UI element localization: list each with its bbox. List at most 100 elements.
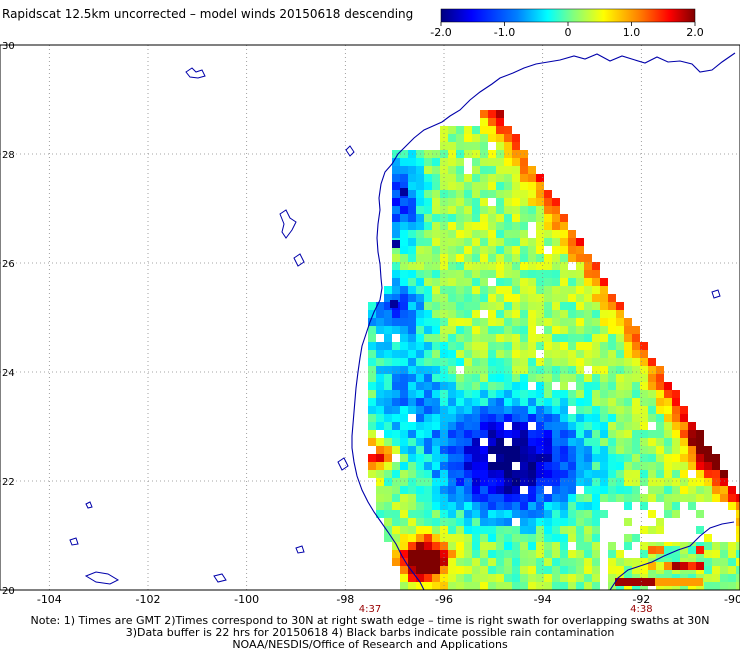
wind-cell xyxy=(368,358,376,366)
wind-cell xyxy=(496,406,504,414)
wind-cell xyxy=(560,582,568,590)
wind-cell xyxy=(384,462,392,470)
wind-cell xyxy=(512,158,520,166)
wind-cell xyxy=(472,510,480,518)
wind-cell xyxy=(408,222,416,230)
wind-cell xyxy=(584,574,592,582)
wind-cell xyxy=(472,566,480,574)
wind-cell xyxy=(512,318,520,326)
wind-cell xyxy=(456,334,464,342)
wind-cell xyxy=(392,206,400,214)
wind-cell xyxy=(384,470,392,478)
wind-cell xyxy=(512,270,520,278)
wind-cell xyxy=(672,454,680,462)
wind-cell xyxy=(560,278,568,286)
wind-cell xyxy=(552,206,560,214)
wind-cell xyxy=(512,374,520,382)
wind-cell xyxy=(528,510,536,518)
wind-cell xyxy=(472,454,480,462)
wind-cell xyxy=(576,422,584,430)
wind-cell xyxy=(424,206,432,214)
wind-cell xyxy=(416,206,424,214)
wind-cell xyxy=(536,198,544,206)
wind-cell xyxy=(480,422,488,430)
wind-cell xyxy=(400,582,408,590)
wind-cell xyxy=(600,398,608,406)
wind-cell xyxy=(616,406,624,414)
wind-cell xyxy=(504,406,512,414)
wind-cell xyxy=(704,446,712,454)
wind-cell xyxy=(560,246,568,254)
wind-cell xyxy=(536,278,544,286)
wind-cell xyxy=(504,558,512,566)
wind-cell xyxy=(728,550,736,558)
wind-cell xyxy=(704,534,712,542)
colorbar-tick-label: 1.0 xyxy=(623,26,641,39)
wind-cell xyxy=(392,422,400,430)
wind-cell xyxy=(656,526,664,534)
wind-cell xyxy=(456,310,464,318)
wind-cell xyxy=(456,358,464,366)
wind-cell xyxy=(400,558,408,566)
wind-cell xyxy=(408,502,416,510)
wind-cell xyxy=(400,430,408,438)
wind-cell xyxy=(712,486,720,494)
wind-cell xyxy=(400,422,408,430)
wind-cell xyxy=(392,446,400,454)
wind-cell xyxy=(672,502,680,510)
wind-cell xyxy=(392,486,400,494)
wind-cell xyxy=(520,390,528,398)
wind-cell xyxy=(432,374,440,382)
wind-cell xyxy=(520,382,528,390)
wind-cell xyxy=(576,494,584,502)
wind-cell xyxy=(704,494,712,502)
wind-cell xyxy=(392,558,400,566)
wind-cell xyxy=(472,214,480,222)
wind-cell xyxy=(640,382,648,390)
wind-cell xyxy=(472,422,480,430)
inland-lake-3 xyxy=(293,253,305,267)
wind-cell xyxy=(376,470,384,478)
wind-cell xyxy=(592,366,600,374)
wind-cell xyxy=(720,542,728,550)
wind-cell xyxy=(560,286,568,294)
wind-cell xyxy=(392,350,400,358)
wind-cell xyxy=(464,478,472,486)
wind-cell xyxy=(408,254,416,262)
wind-cell xyxy=(472,230,480,238)
wind-cell xyxy=(624,438,632,446)
wind-cell xyxy=(416,558,424,566)
wind-cell xyxy=(656,486,664,494)
wind-cell xyxy=(488,190,496,198)
wind-cell xyxy=(568,446,576,454)
wind-cell xyxy=(416,582,424,590)
wind-cell xyxy=(464,390,472,398)
wind-cell xyxy=(672,462,680,470)
wind-cell xyxy=(448,406,456,414)
wind-cell xyxy=(408,542,416,550)
wind-cell xyxy=(592,326,600,334)
wind-cell xyxy=(656,454,664,462)
wind-cell xyxy=(472,430,480,438)
wind-cell xyxy=(400,214,408,222)
wind-cell xyxy=(456,190,464,198)
wind-cell xyxy=(496,550,504,558)
wind-cell xyxy=(552,390,560,398)
wind-cell xyxy=(424,294,432,302)
wind-cell xyxy=(432,494,440,502)
wind-cell xyxy=(416,390,424,398)
wind-cell xyxy=(464,438,472,446)
wind-cell xyxy=(632,398,640,406)
wind-cell xyxy=(496,134,504,142)
wind-cell xyxy=(664,382,672,390)
wind-cell xyxy=(432,302,440,310)
wind-cell xyxy=(464,198,472,206)
wind-cell xyxy=(504,270,512,278)
wind-cell xyxy=(416,310,424,318)
wind-cell xyxy=(496,254,504,262)
wind-cell xyxy=(560,462,568,470)
wind-cell xyxy=(552,550,560,558)
wind-cell xyxy=(584,398,592,406)
wind-cell xyxy=(456,574,464,582)
wind-cell xyxy=(472,478,480,486)
